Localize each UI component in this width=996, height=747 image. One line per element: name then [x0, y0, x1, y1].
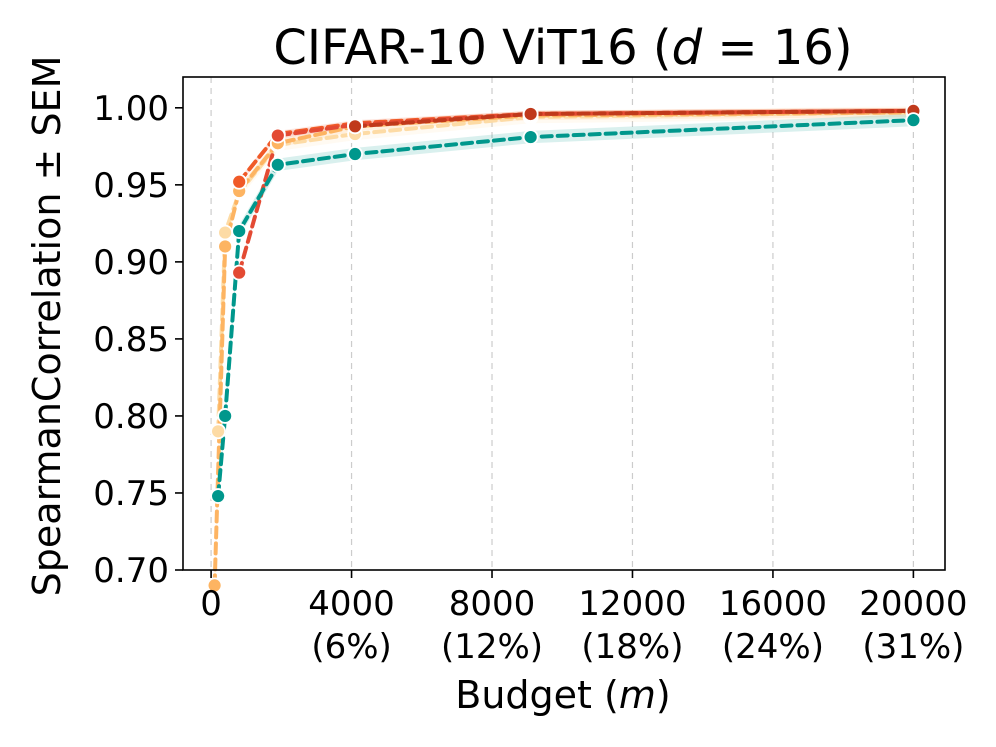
- data-point: [905, 112, 922, 129]
- x-axis-label: Budget (m): [455, 673, 670, 717]
- x-tick-sublabel: (12%): [441, 627, 543, 667]
- plot-frame: [182, 76, 946, 571]
- y-tick-label: 0.90: [93, 243, 169, 283]
- data-point: [347, 146, 363, 162]
- data-point: [522, 106, 539, 122]
- data-point: [217, 408, 234, 424]
- data-point: [231, 173, 248, 190]
- data-point: [206, 577, 223, 594]
- x-grid: [210, 77, 914, 570]
- y-tick-label: 0.85: [93, 320, 169, 360]
- data-point: [210, 423, 227, 440]
- data-point: [217, 224, 234, 241]
- x-tick-label: 16000: [719, 584, 827, 624]
- x-tick-label: 12000: [578, 584, 686, 624]
- x-tick-label: 4000: [308, 584, 395, 624]
- y-tick-label: 0.95: [93, 166, 169, 206]
- data-point: [231, 264, 248, 281]
- series-lines: [212, 108, 916, 588]
- series-band: [218, 113, 914, 503]
- data-point: [269, 156, 286, 173]
- x-tick-label: 8000: [449, 584, 536, 624]
- y-axis-label: SpearmanCorrelation ± SEM: [25, 56, 69, 597]
- error-bands: [214, 106, 914, 591]
- chart-title-rest: = 16): [702, 20, 853, 76]
- x-tick-sublabel: (18%): [581, 627, 683, 667]
- series-band: [214, 107, 914, 591]
- x-axis-label-text: Budget (: [455, 673, 619, 717]
- x-axis-label-var: m: [619, 673, 656, 717]
- y-tick-label: 0.75: [93, 474, 169, 514]
- data-point: [347, 118, 363, 135]
- chart-title: CIFAR-10 ViT16 (d = 16): [273, 20, 852, 76]
- chart-title-var: d: [672, 20, 703, 76]
- y-tick-label: 0.80: [93, 397, 169, 437]
- x-axis: 0 4000(6%) 8000(12%) 12000(18%) 16000(24%) 20…: [200, 570, 967, 667]
- series-line: [216, 118, 916, 499]
- x-tick-sublabel: (24%): [722, 627, 824, 667]
- x-tick-label: 20000: [859, 584, 967, 624]
- data-point: [217, 238, 234, 255]
- data-point: [231, 223, 248, 239]
- series-line: [212, 110, 916, 588]
- series-points: [206, 102, 922, 594]
- x-tick-label: 0: [200, 584, 222, 624]
- y-tick-label: 1.00: [93, 89, 169, 129]
- y-tick-label: 0.70: [93, 551, 169, 591]
- y-axis: 0.70 0.75 0.80 0.85 0.90 0.95 1.00: [93, 89, 183, 591]
- x-axis-label-rest: ): [656, 673, 671, 717]
- x-tick-sublabel: (31%): [862, 627, 964, 667]
- data-point: [269, 127, 286, 144]
- data-point: [522, 129, 539, 145]
- x-tick-sublabel: (6%): [311, 627, 391, 667]
- chart-title-text: CIFAR-10 ViT16 (: [273, 20, 671, 76]
- data-point: [210, 488, 227, 504]
